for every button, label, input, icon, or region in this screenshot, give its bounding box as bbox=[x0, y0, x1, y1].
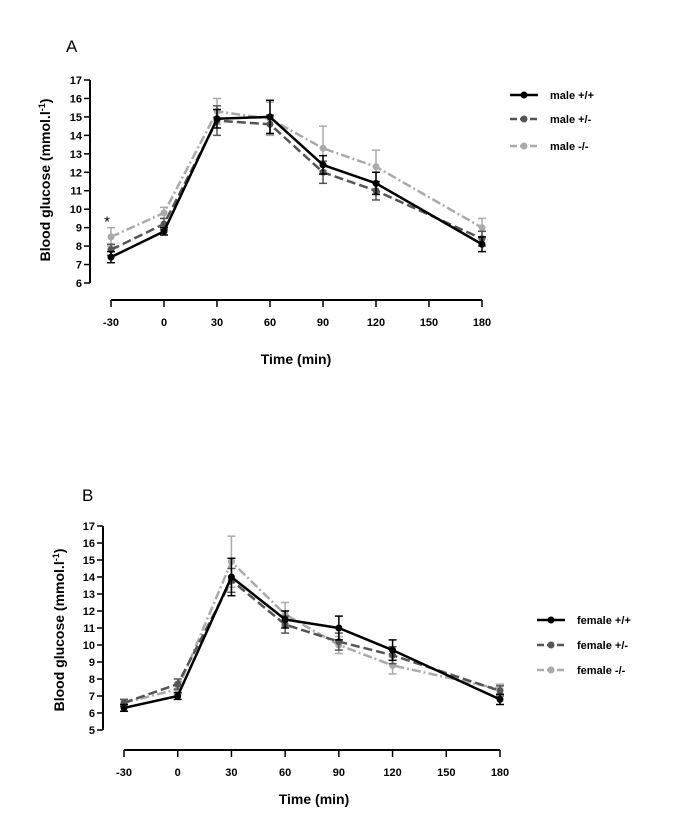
y-axis-title-main: Blood glucose (mmol.l bbox=[37, 111, 53, 261]
data-point bbox=[227, 573, 235, 581]
data-point bbox=[389, 646, 397, 654]
data-point bbox=[319, 144, 327, 152]
data-point bbox=[266, 113, 274, 121]
data-point bbox=[213, 115, 221, 123]
y-tick-label: 8 bbox=[89, 674, 95, 686]
y-tick-label: 15 bbox=[70, 112, 82, 124]
x-tick-label: 180 bbox=[491, 767, 509, 779]
y-tick-label: 13 bbox=[83, 589, 95, 601]
legend-label: female +/- bbox=[577, 640, 628, 652]
y-tick-label: 9 bbox=[89, 657, 95, 669]
y-tick-label: 13 bbox=[70, 149, 82, 161]
x-tick-label: 150 bbox=[420, 317, 438, 329]
series-line bbox=[123, 575, 501, 710]
legend-label: female +/+ bbox=[577, 615, 631, 627]
panel-label: A bbox=[66, 37, 78, 56]
legend-marker bbox=[547, 666, 555, 674]
x-tick-label: 30 bbox=[225, 767, 237, 779]
x-tick-label: 0 bbox=[175, 767, 181, 779]
x-tick-label: 0 bbox=[161, 317, 167, 329]
x-tick-label: 60 bbox=[264, 317, 276, 329]
data-point bbox=[174, 692, 182, 700]
data-point bbox=[319, 161, 327, 169]
panel-label: B bbox=[82, 486, 93, 505]
x-tick-label: 90 bbox=[317, 317, 329, 329]
legend-marker bbox=[547, 641, 555, 649]
x-axis-title: Time (min) bbox=[279, 791, 350, 807]
x-tick-label: 60 bbox=[279, 767, 291, 779]
data-point bbox=[120, 704, 128, 712]
series-1 bbox=[120, 567, 504, 707]
y-axis-title-superscript: -1 bbox=[51, 553, 61, 561]
y-tick-label: 17 bbox=[83, 521, 95, 533]
y-axis-title-superscript: -1 bbox=[37, 103, 47, 111]
data-point bbox=[174, 680, 182, 688]
data-point bbox=[335, 624, 343, 632]
data-point bbox=[160, 227, 168, 235]
legend-marker bbox=[547, 616, 555, 624]
data-point bbox=[372, 179, 380, 187]
legend-marker bbox=[520, 115, 528, 123]
y-tick-label: 11 bbox=[70, 186, 82, 198]
x-axis-title: Time (min) bbox=[261, 351, 332, 367]
legend-marker bbox=[520, 91, 528, 99]
y-tick-label: 6 bbox=[89, 708, 95, 720]
legend-label: male -/- bbox=[550, 141, 589, 153]
y-tick-label: 14 bbox=[70, 130, 83, 142]
y-tick-label: 17 bbox=[70, 75, 82, 87]
y-axis-title-end: ) bbox=[51, 549, 67, 554]
x-tick-label: 30 bbox=[211, 317, 223, 329]
y-tick-label: 7 bbox=[89, 691, 95, 703]
panel-a: A Blood glucose (mmol.l-1) Time (min) * … bbox=[37, 37, 594, 367]
x-tick-label: -30 bbox=[103, 317, 119, 329]
y-tick-label: 14 bbox=[83, 572, 96, 584]
y-tick-label: 16 bbox=[83, 538, 95, 550]
series-line bbox=[123, 560, 501, 705]
y-tick-label: 12 bbox=[83, 606, 95, 618]
x-tick-label: -30 bbox=[116, 767, 132, 779]
y-tick-label: 6 bbox=[76, 278, 82, 290]
y-tick-label: 15 bbox=[83, 555, 95, 567]
y-tick-label: 8 bbox=[76, 241, 82, 253]
y-axis-title: Blood glucose (mmol.l-1) bbox=[37, 99, 53, 262]
data-point bbox=[496, 695, 504, 703]
y-axis-title: Blood glucose (mmol.l-1) bbox=[51, 549, 67, 712]
x-tick-label: 120 bbox=[367, 317, 385, 329]
legend-label: male +/+ bbox=[550, 90, 594, 102]
data-point bbox=[107, 233, 115, 241]
legend-label: male +/- bbox=[550, 114, 592, 126]
data-point bbox=[160, 209, 168, 217]
legend-label: female -/- bbox=[577, 665, 626, 677]
x-tick-label: 150 bbox=[437, 767, 455, 779]
data-point bbox=[478, 240, 486, 248]
significance-star: * bbox=[104, 213, 110, 230]
data-point bbox=[372, 163, 380, 171]
y-tick-label: 10 bbox=[70, 204, 82, 216]
y-tick-label: 16 bbox=[70, 93, 82, 105]
data-point bbox=[107, 253, 115, 261]
series-0 bbox=[107, 99, 486, 264]
legend-marker bbox=[520, 142, 528, 150]
panel-b: B Blood glucose (mmol.l-1) Time (min) 5 6… bbox=[51, 486, 631, 807]
data-point bbox=[478, 224, 486, 232]
data-point bbox=[496, 687, 504, 695]
y-tick-label: 9 bbox=[76, 223, 82, 235]
x-tick-label: 120 bbox=[383, 767, 401, 779]
series-line bbox=[110, 115, 483, 259]
y-axis-title-end: ) bbox=[37, 99, 53, 104]
y-tick-label: 11 bbox=[83, 623, 95, 635]
data-point bbox=[281, 616, 289, 623]
x-tick-label: 180 bbox=[473, 317, 491, 329]
x-tick-label: 90 bbox=[333, 767, 345, 779]
y-tick-label: 12 bbox=[70, 167, 82, 179]
y-tick-label: 5 bbox=[89, 725, 95, 737]
y-tick-label: 7 bbox=[76, 260, 82, 272]
series-0 bbox=[120, 557, 504, 713]
y-tick-label: 10 bbox=[83, 640, 95, 652]
y-axis-title-main: Blood glucose (mmol.l bbox=[51, 561, 67, 711]
